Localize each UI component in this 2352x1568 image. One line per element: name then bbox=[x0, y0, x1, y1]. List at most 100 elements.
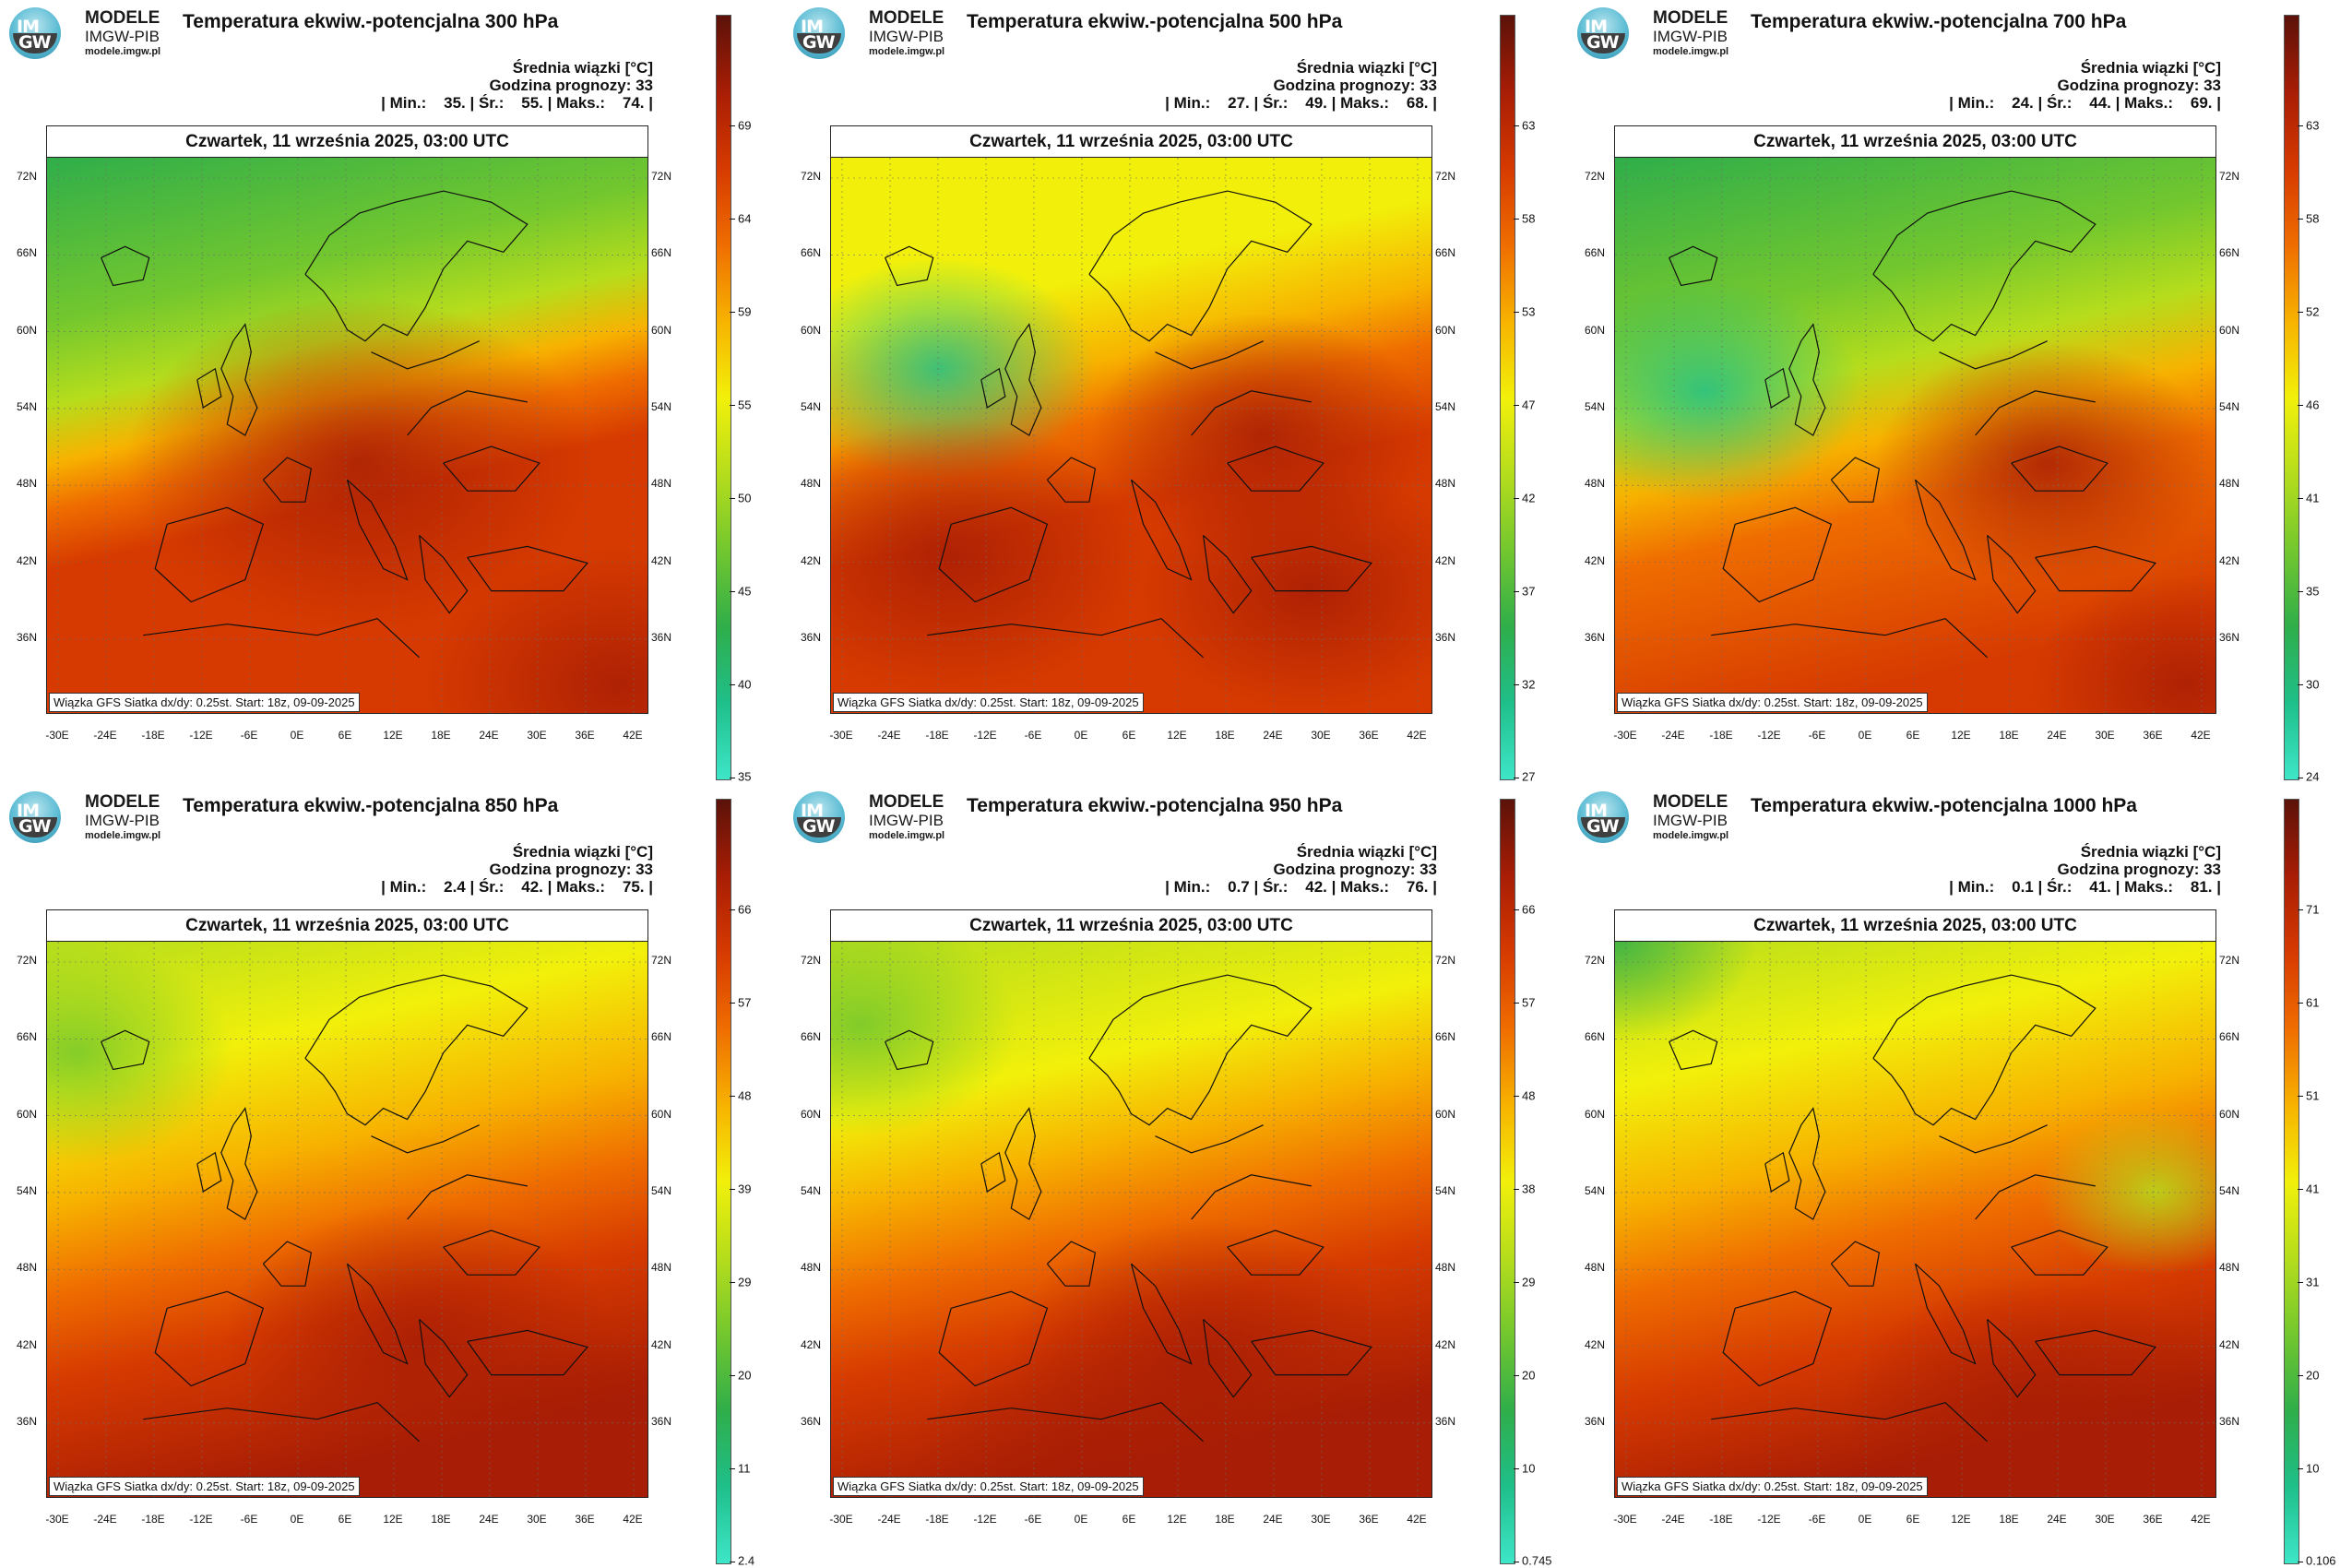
coastline bbox=[419, 534, 469, 614]
panel-title: Temperatura ekwiw.-potencjalna 950 hPa bbox=[967, 795, 1343, 816]
colorbar-tick bbox=[730, 909, 735, 910]
longitude-label: 6E bbox=[338, 1513, 352, 1526]
longitude-label: -24E bbox=[1661, 729, 1685, 742]
coastline bbox=[1227, 445, 1324, 492]
colorbar-tick bbox=[730, 219, 735, 220]
unit-label: Średnia wiązki [°C] bbox=[1296, 59, 1437, 77]
latitude-label-left: 36N bbox=[801, 630, 822, 644]
latitude-label-right: 36N bbox=[2219, 630, 2240, 644]
coastline bbox=[419, 1318, 469, 1398]
forecast-hour: Godzina prognozy: 33 bbox=[2057, 861, 2221, 879]
latitude-label-left: 66N bbox=[1585, 1030, 1606, 1044]
imgw-logo: IM GW bbox=[793, 7, 845, 59]
latitude-label-left: 36N bbox=[17, 630, 38, 644]
unit-label: Średnia wiązki [°C] bbox=[512, 843, 653, 861]
coastline bbox=[1764, 1151, 1790, 1193]
latitude-label-right: 42N bbox=[1435, 553, 1456, 567]
coastline bbox=[407, 390, 528, 436]
coastline bbox=[304, 974, 529, 1126]
colorbar-tick bbox=[2298, 1003, 2303, 1004]
field-anomaly bbox=[415, 1330, 647, 1497]
coastline bbox=[1987, 534, 2037, 614]
valid-date: Czwartek, 11 września 2025, 03:00 UTC bbox=[47, 910, 647, 942]
colorbar-label: 30 bbox=[2306, 677, 2320, 692]
coastline bbox=[143, 618, 421, 659]
latitude-label-left: 48N bbox=[801, 1261, 822, 1275]
forecast-hour: Godzina prognozy: 33 bbox=[489, 861, 653, 879]
brand-name: MODELE bbox=[85, 8, 160, 28]
colorbar-label: 58 bbox=[1522, 211, 1536, 226]
longitude-label: 42E bbox=[1407, 1513, 1427, 1526]
logo-text-top: IM bbox=[801, 801, 824, 821]
latitude-label-right: 36N bbox=[651, 630, 672, 644]
map-canvas bbox=[831, 158, 1431, 713]
colorbar-tick bbox=[1514, 1189, 1519, 1190]
longitude-label: 36E bbox=[1359, 1513, 1379, 1526]
latitude-label-right: 66N bbox=[651, 246, 672, 260]
europe-map bbox=[47, 942, 647, 1497]
colorbar-label: 57 bbox=[1522, 995, 1536, 1010]
longitude-label: 30E bbox=[2095, 1513, 2115, 1526]
brand-name: MODELE bbox=[869, 8, 944, 28]
brand-site: modele.imgw.pl bbox=[869, 46, 945, 57]
coastline bbox=[1130, 479, 1193, 581]
latitude-label-right: 66N bbox=[1435, 1030, 1456, 1044]
colorbar-tick bbox=[2298, 909, 2303, 910]
model-info: Wiązka GFS Siatka dx/dy: 0.25st. Start: … bbox=[49, 693, 360, 712]
coastline bbox=[980, 1151, 1006, 1193]
longitude-label: 24E bbox=[2047, 729, 2067, 742]
longitude-label: 18E bbox=[431, 729, 451, 742]
colorbar bbox=[1500, 799, 1515, 1564]
europe-map bbox=[831, 158, 1431, 713]
coastline bbox=[2035, 1329, 2156, 1376]
logo-text-top: IM bbox=[1585, 801, 1608, 821]
colorbar-tick bbox=[2298, 1096, 2303, 1097]
stats-block: Średnia wiązki [°C] Godzina prognozy: 33 |… bbox=[1949, 843, 2221, 896]
colorbar-tick bbox=[1514, 405, 1519, 406]
colorbar-tick bbox=[730, 591, 735, 592]
map-canvas bbox=[1615, 942, 2215, 1497]
panel-title: Temperatura ekwiw.-potencjalna 300 hPa bbox=[183, 11, 559, 32]
colorbar-label: 37 bbox=[1522, 584, 1536, 599]
coastline bbox=[1191, 390, 1312, 436]
coastline bbox=[1788, 323, 1826, 436]
latitude-label-left: 36N bbox=[1585, 1414, 1606, 1428]
unit-label: Średnia wiązki [°C] bbox=[1296, 843, 1437, 861]
map-panel: IM GW MODELE IMGW-PIB modele.imgw.pl Temperat… bbox=[0, 0, 784, 784]
brand-block: MODELE IMGW-PIB modele.imgw.pl bbox=[85, 9, 160, 57]
imgw-logo: IM GW bbox=[9, 791, 61, 843]
latitude-label-right: 54N bbox=[1435, 399, 1456, 413]
colorbar-tick bbox=[1514, 1096, 1519, 1097]
colorbar-tick bbox=[2298, 684, 2303, 685]
brand-site: modele.imgw.pl bbox=[1653, 830, 1729, 841]
latitude-label-left: 42N bbox=[801, 1337, 822, 1351]
longitude-label: 24E bbox=[479, 729, 499, 742]
coastline bbox=[1669, 245, 1718, 287]
stats-block: Średnia wiązki [°C] Godzina prognozy: 33 |… bbox=[1165, 59, 1437, 112]
longitude-label: 18E bbox=[1215, 729, 1235, 742]
latitude-label-left: 36N bbox=[801, 1414, 822, 1428]
min-mean-max: | Min.: 35. | Śr.: 55. | Maks.: 74. | bbox=[381, 94, 653, 113]
colorbar-label: 0.106 bbox=[2306, 1553, 2336, 1568]
colorbar-label: 52 bbox=[2306, 304, 2320, 319]
map-frame: Czwartek, 11 września 2025, 03:00 UTC Wią… bbox=[46, 909, 648, 1498]
colorbar-tick bbox=[1514, 125, 1519, 126]
forecast-hour: Godzina prognozy: 33 bbox=[2057, 77, 2221, 95]
coastline bbox=[262, 1241, 313, 1287]
latitude-label-right: 60N bbox=[2219, 1107, 2240, 1121]
logo-text-bottom: GW bbox=[18, 816, 52, 837]
latitude-label-right: 54N bbox=[651, 399, 672, 413]
coastline bbox=[1788, 1107, 1826, 1220]
colorbar-tick bbox=[2298, 219, 2303, 220]
latitude-label-right: 60N bbox=[2219, 323, 2240, 337]
coastline bbox=[1975, 1174, 2096, 1220]
colorbar-label: 46 bbox=[2306, 398, 2320, 412]
longitude-label: 12E bbox=[383, 729, 403, 742]
latitude-label-right: 72N bbox=[651, 170, 672, 183]
coastline bbox=[980, 367, 1006, 409]
latitude-label-left: 54N bbox=[17, 399, 38, 413]
map-panel: IM GW MODELE IMGW-PIB modele.imgw.pl Temperat… bbox=[784, 784, 1568, 1568]
valid-date: Czwartek, 11 września 2025, 03:00 UTC bbox=[47, 126, 647, 158]
colorbar-tick bbox=[2298, 405, 2303, 406]
coastline bbox=[927, 618, 1205, 659]
